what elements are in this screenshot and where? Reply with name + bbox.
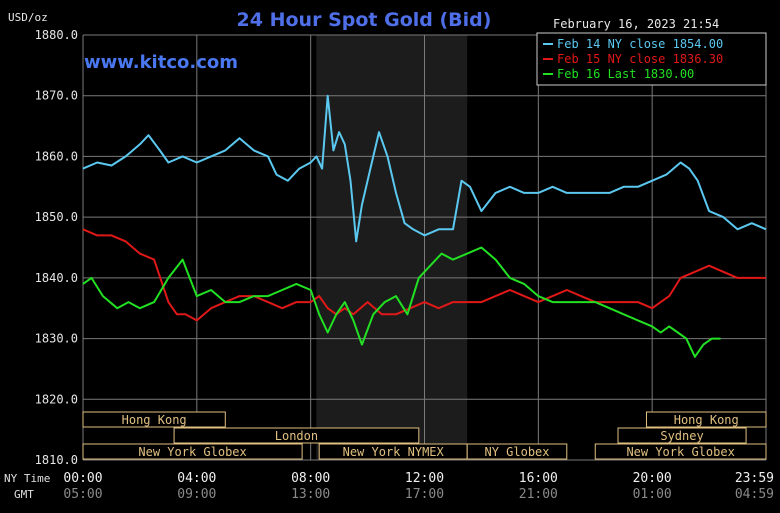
session-bar [466, 443, 568, 460]
x-tick-label-ny: 12:00 [405, 471, 444, 486]
gmt-row-label: GMT [14, 488, 34, 501]
y-tick-label: 1860.0 [35, 149, 78, 163]
x-tick-label-gmt: 09:00 [177, 487, 216, 502]
legend-entry: Feb 14 NY close 1854.00 [557, 37, 723, 51]
session-bar [173, 427, 420, 444]
legend-box [536, 32, 767, 86]
ny-time-row-label: NY Time [4, 472, 50, 485]
y-tick-label: 1850.0 [35, 210, 78, 224]
session-label: NY Globex [484, 445, 549, 459]
session-label: New York Globex [138, 445, 246, 459]
y-tick-label: 1820.0 [35, 392, 78, 406]
session-label: Hong Kong [674, 413, 739, 427]
x-tick-label-gmt: 04:59 [735, 487, 774, 502]
x-tick-label-ny: 08:00 [291, 471, 330, 486]
x-tick-label-ny: 00:00 [63, 471, 102, 486]
session-bar [594, 443, 767, 460]
x-tick-label-ny: 20:00 [633, 471, 672, 486]
session-label: Hong Kong [122, 413, 187, 427]
y-tick-label: 1870.0 [35, 89, 78, 103]
session-label: New York Globex [626, 445, 734, 459]
y-tick-label: 1830.0 [35, 332, 78, 346]
x-tick-label-gmt: 17:00 [405, 487, 444, 502]
x-tick-label-gmt: 05:00 [63, 487, 102, 502]
x-tick-label-ny: 23:59 [735, 471, 774, 486]
series-line [82, 246, 721, 358]
x-tick-label-gmt: 01:00 [633, 487, 672, 502]
nymex-session-band [316, 35, 468, 460]
session-bar [617, 427, 747, 444]
x-tick-label-gmt: 21:00 [519, 487, 558, 502]
session-bar [645, 411, 767, 428]
chart-title: 24 Hour Spot Gold (Bid) [237, 9, 492, 31]
y-tick-label: 1810.0 [35, 453, 78, 467]
session-bar [82, 443, 303, 460]
session-bar [82, 411, 226, 428]
session-label: Sydney [660, 429, 703, 443]
y-tick-label: 1880.0 [35, 28, 78, 42]
legend-entry: Feb 16 Last 1830.00 [557, 67, 694, 81]
legend-entry: Feb 15 NY close 1836.30 [557, 52, 723, 66]
series-line [82, 94, 767, 243]
y-tick-label: 1840.0 [35, 271, 78, 285]
timestamp: February 16, 2023 21:54 [553, 17, 719, 31]
y-axis-unit: USD/oz [8, 11, 48, 24]
session-label: London [275, 429, 318, 443]
x-tick-label-ny: 16:00 [519, 471, 558, 486]
session-label: New York NYMEX [343, 445, 445, 459]
x-tick-label-ny: 04:00 [177, 471, 216, 486]
x-tick-label-gmt: 13:00 [291, 487, 330, 502]
watermark-text: www.kitco.com [84, 52, 238, 73]
